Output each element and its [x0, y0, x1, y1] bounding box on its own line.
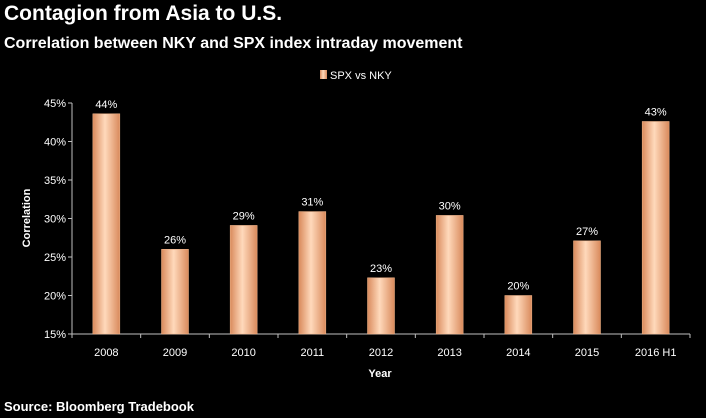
data-label: 30%: [439, 200, 461, 212]
x-tick-label: 2011: [301, 347, 325, 359]
bar-2016-h1: [641, 121, 670, 335]
bars: 44% 26% 29% 31% 23% 30% 20% 27% 43%: [92, 99, 670, 335]
legend: SPX vs NKY: [320, 70, 392, 82]
data-label: 20%: [507, 281, 529, 293]
x-tick-label: 2015: [575, 347, 599, 359]
data-label: 26%: [164, 234, 186, 246]
x-tick-label: 2013: [437, 347, 461, 359]
x-axis-label: Year: [368, 368, 392, 380]
bar-2013: [435, 215, 464, 335]
bar-2014: [504, 295, 533, 335]
data-label: 29%: [233, 210, 255, 222]
chart-subtitle: Correlation between NKY and SPX index in…: [4, 35, 463, 52]
x-tick-label: 2008: [94, 347, 118, 359]
y-tick-label: 40%: [44, 137, 66, 149]
x-tick-label: 2016 H1: [635, 347, 677, 359]
y-tick-label: 15%: [44, 329, 66, 341]
data-label: 23%: [370, 263, 392, 275]
chart-title: Contagion from Asia to U.S.: [4, 2, 283, 25]
x-tick-label: 2014: [506, 347, 530, 359]
y-tick-label: 30%: [44, 214, 66, 226]
bar-2010: [229, 225, 258, 335]
data-label: 44%: [95, 99, 117, 111]
bar-2015: [573, 240, 601, 335]
bar-2011: [298, 211, 327, 335]
y-axis-label: Correlation: [21, 188, 33, 247]
y-tick-label: 25%: [44, 252, 66, 264]
bar-2009: [161, 249, 189, 335]
y-tick-label: 20%: [44, 291, 66, 303]
x-tick-label: 2010: [231, 347, 255, 359]
bar-2008: [92, 113, 121, 335]
x-tick-label: 2012: [369, 347, 393, 359]
legend-label: SPX vs NKY: [330, 70, 392, 82]
data-label: 31%: [301, 197, 323, 209]
data-label: 43%: [645, 106, 667, 118]
bar-2012: [367, 277, 395, 335]
data-label: 27%: [576, 226, 598, 238]
x-tick-label: 2009: [163, 347, 187, 359]
y-tick-label: 45%: [44, 98, 66, 110]
source-note: Source: Bloomberg Tradebook: [4, 399, 194, 414]
y-tick-label: 35%: [44, 175, 66, 187]
legend-swatch: [320, 70, 327, 79]
